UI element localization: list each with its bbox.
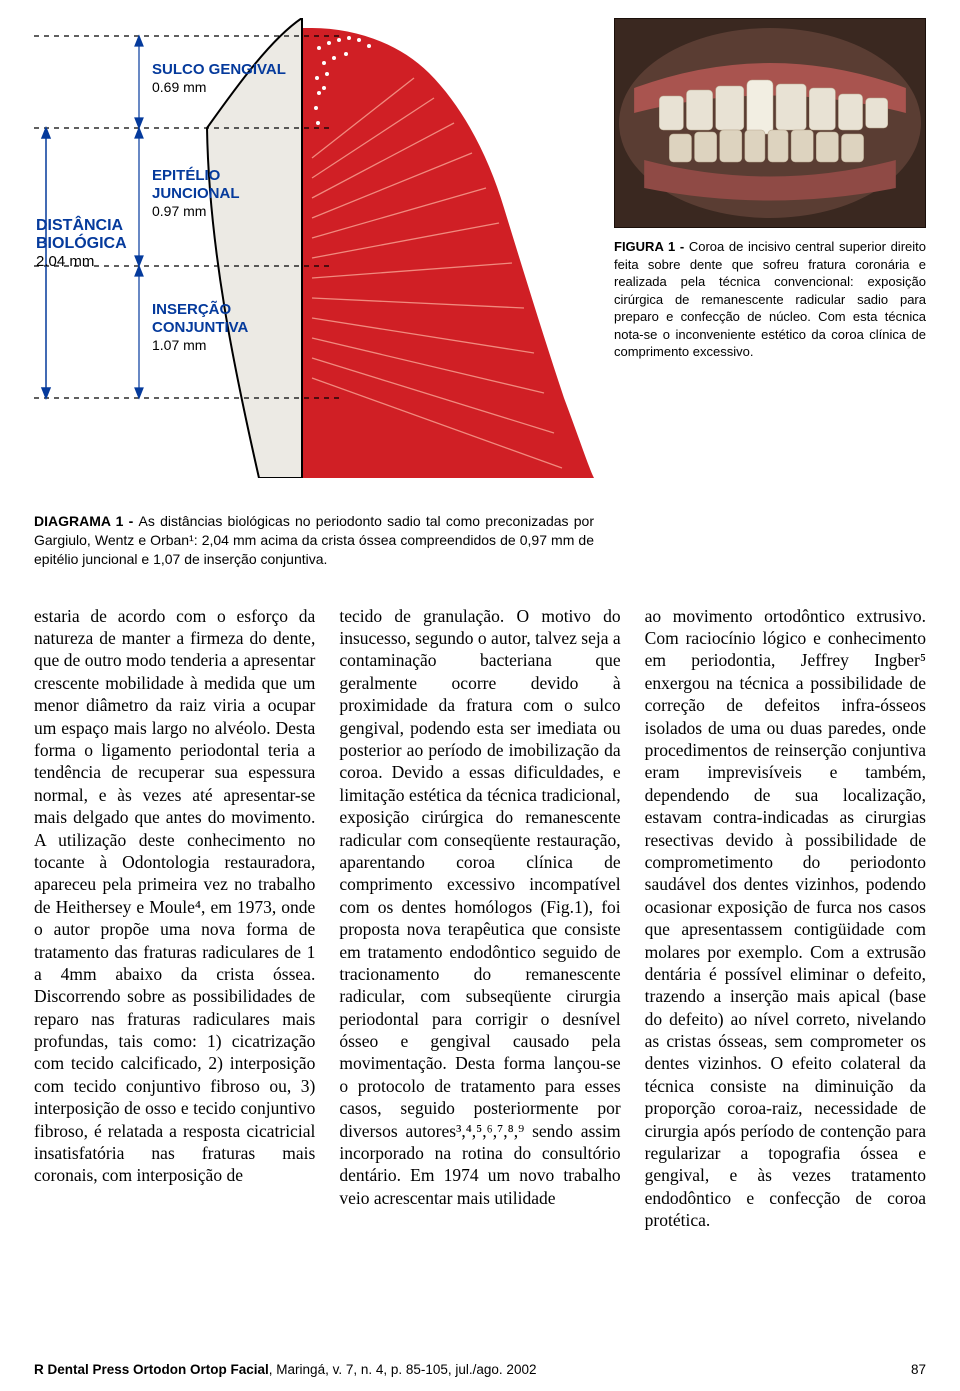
- body-text: estaria de acordo com o esforço da natur…: [34, 605, 926, 1232]
- figure-caption-bold: FIGURA 1 -: [614, 239, 689, 254]
- body-col-1: estaria de acordo com o esforço da natur…: [34, 605, 315, 1232]
- body-col-2: tecido de granulação. O motivo do insuce…: [339, 605, 620, 1232]
- footer-journal: R Dental Press Ortodon Ortop Facial, Mar…: [34, 1362, 536, 1377]
- diagram-svg: DISTÂNCIA BIOLÓGICA 2.04 mm SULCO GENGIV…: [34, 18, 594, 478]
- sub2-l2: JUNCIONAL: [152, 185, 240, 202]
- figure-column: FIGURA 1 - Coroa de incisivo central sup…: [614, 18, 926, 478]
- sub-bracket-2: [135, 128, 143, 266]
- sub2-val: 0.97 mm: [152, 203, 206, 219]
- sub3-l1: INSERÇÃO: [152, 300, 232, 318]
- gum-tissue: [302, 28, 594, 478]
- main-label-l2: BIOLÓGICA: [36, 233, 127, 252]
- anatomical-diagram: DISTÂNCIA BIOLÓGICA 2.04 mm SULCO GENGIV…: [34, 18, 594, 478]
- sub1-l1: SULCO GENGIVAL: [152, 61, 286, 78]
- figure-caption-text: Coroa de incisivo central superior direi…: [614, 239, 926, 359]
- sub-bracket-3: [135, 266, 143, 398]
- footer-journal-bold: R Dental Press Ortodon Ortop Facial: [34, 1362, 269, 1377]
- sub3-l2: CONJUNTIVA: [152, 319, 249, 336]
- main-label-val: 2.04 mm: [36, 253, 94, 270]
- sub-bracket-1: [135, 36, 143, 128]
- main-label-l1: DISTÂNCIA: [36, 215, 124, 234]
- diagram-caption: DIAGRAMA 1 - As distâncias biológicas no…: [34, 512, 594, 569]
- clinical-photo: [614, 18, 926, 228]
- body-col-3: ao movimento ortodôntico extrusivo. Com …: [645, 605, 926, 1232]
- top-row: DISTÂNCIA BIOLÓGICA 2.04 mm SULCO GENGIV…: [34, 18, 926, 478]
- footer-page: 87: [911, 1362, 926, 1377]
- sub1-val: 0.69 mm: [152, 79, 206, 95]
- tooth-surface: [207, 18, 302, 478]
- diagram-caption-bold: DIAGRAMA 1 -: [34, 513, 139, 529]
- figure-caption: FIGURA 1 - Coroa de incisivo central sup…: [614, 238, 926, 361]
- photo-svg: [614, 18, 926, 228]
- sub2-l1: EPITÉLIO: [152, 167, 221, 184]
- page-footer: R Dental Press Ortodon Ortop Facial, Mar…: [34, 1362, 926, 1377]
- sub3-val: 1.07 mm: [152, 337, 206, 353]
- footer-journal-rest: , Maringá, v. 7, n. 4, p. 85-105, jul./a…: [269, 1362, 537, 1377]
